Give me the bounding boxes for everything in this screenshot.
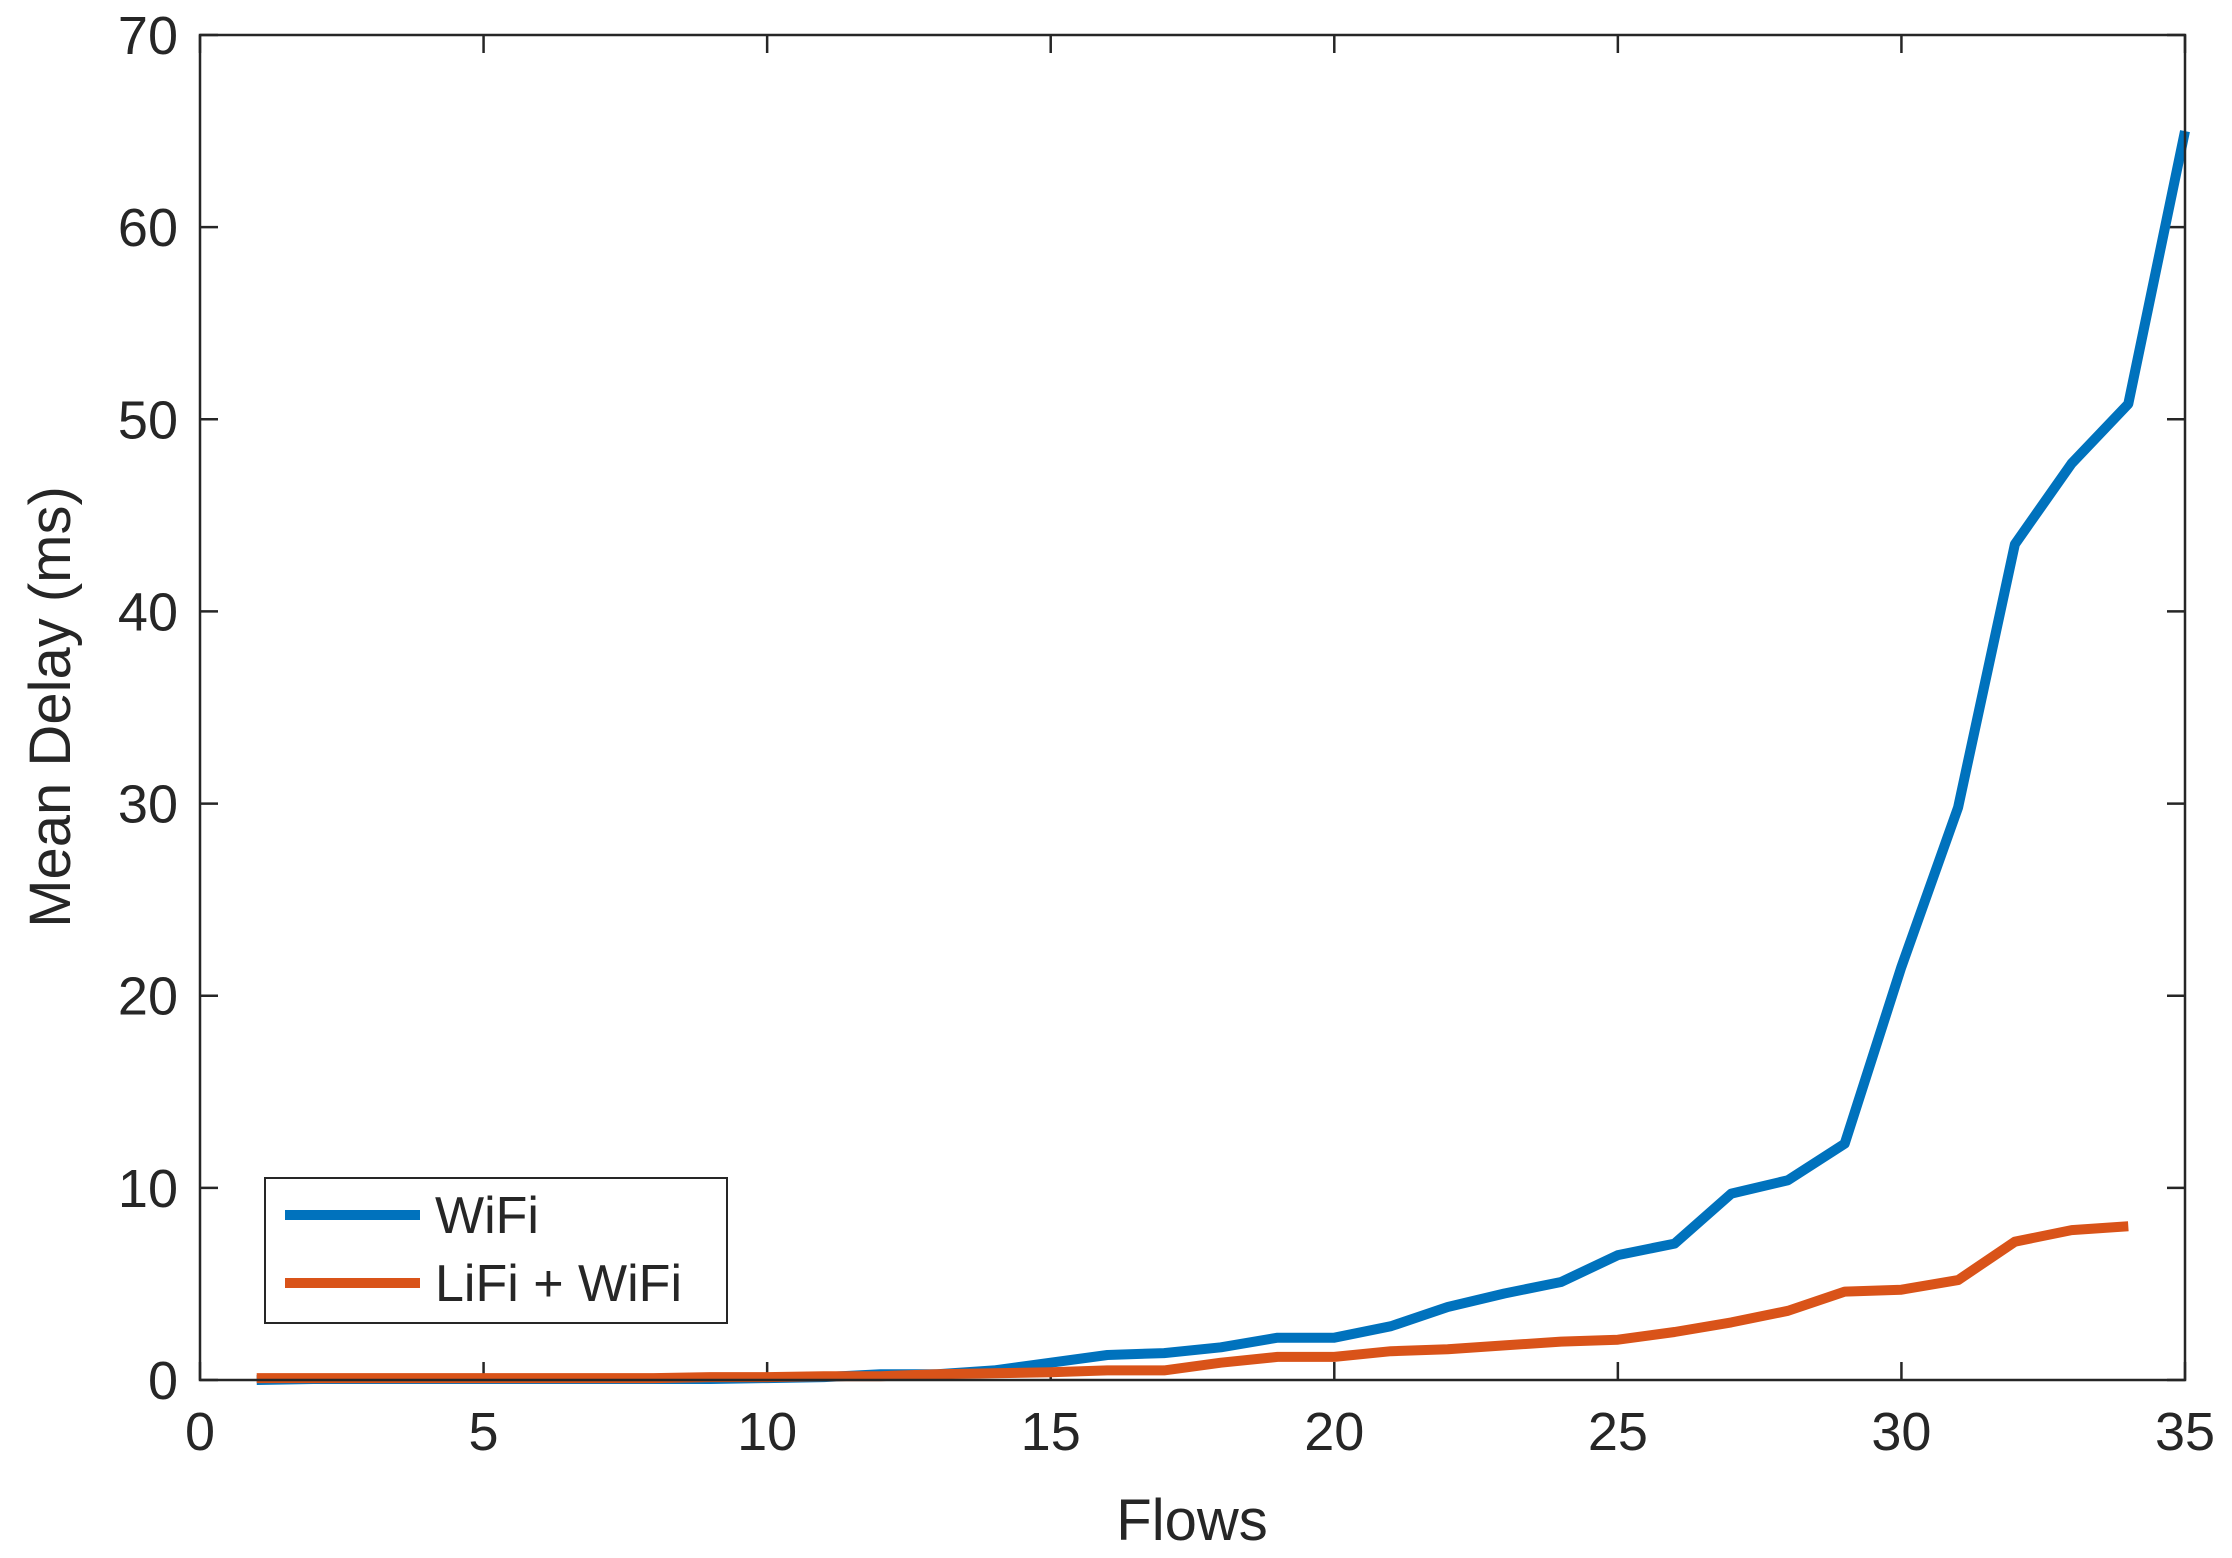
- x-tick-label: 15: [1021, 1402, 1081, 1462]
- x-tick-label: 20: [1304, 1402, 1364, 1462]
- x-tick-label: 25: [1588, 1402, 1648, 1462]
- series-line-lifi-wifi: [256, 1221, 2129, 1384]
- y-tick-label: 50: [118, 390, 178, 450]
- y-axis-label: Mean Delay (ms): [18, 486, 83, 928]
- y-tick-label: 30: [118, 775, 178, 835]
- y-tick-label: 60: [118, 198, 178, 258]
- y-tick-label: 40: [118, 582, 178, 642]
- legend-label-wifi: WiFi: [435, 1187, 539, 1245]
- legend-box: [264, 1177, 728, 1324]
- x-tick-label: 10: [737, 1402, 797, 1462]
- x-axis-label: Flows: [1116, 1488, 1267, 1553]
- legend-label-lifi-wifi: LiFi + WiFi: [435, 1255, 682, 1313]
- y-tick-label: 20: [118, 967, 178, 1027]
- plot-frame: [198, 33, 2187, 1382]
- x-tick-label: 0: [185, 1402, 215, 1462]
- y-tick-label: 70: [118, 6, 178, 66]
- x-tick-label: 35: [2155, 1402, 2215, 1462]
- legend: WiFi LiFi + WiFi: [264, 1177, 728, 1324]
- y-tick-label: 0: [148, 1351, 178, 1411]
- plot-area-background: [200, 35, 2185, 1380]
- x-tick-label: 5: [469, 1402, 499, 1462]
- x-tick-label: 30: [1871, 1402, 1931, 1462]
- axis-tick-labels: 0 5 10 15 20 25 30 35 0 10 20 30 40 50 60 70: [118, 6, 2215, 1462]
- y-tick-label: 10: [118, 1159, 178, 1219]
